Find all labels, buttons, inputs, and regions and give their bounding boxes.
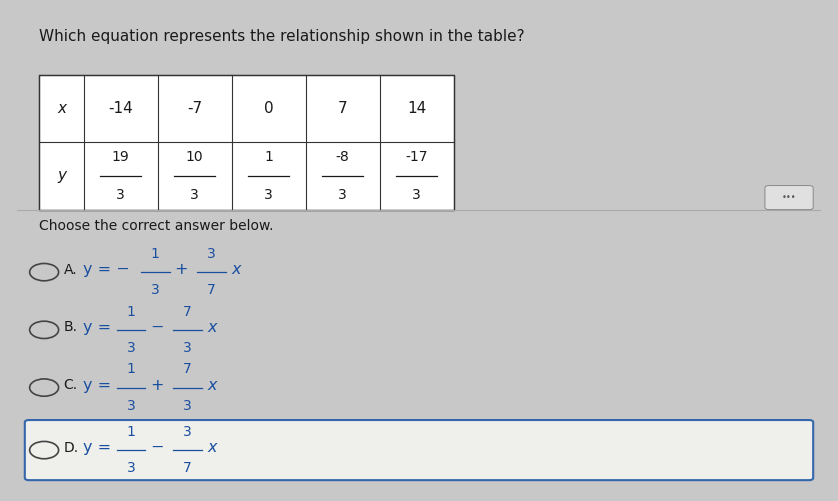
Text: y: y — [57, 168, 66, 183]
Text: +: + — [174, 262, 188, 277]
Text: 3: 3 — [264, 188, 273, 202]
FancyBboxPatch shape — [765, 185, 813, 209]
Text: x: x — [208, 378, 217, 393]
Text: -8: -8 — [336, 150, 349, 164]
Text: −: − — [150, 440, 163, 455]
Text: x: x — [231, 262, 241, 277]
Text: y =: y = — [83, 440, 111, 455]
Text: A.: A. — [64, 263, 77, 277]
Text: 19: 19 — [111, 150, 129, 164]
Text: -14: -14 — [108, 101, 133, 116]
Text: 3: 3 — [183, 399, 192, 413]
FancyBboxPatch shape — [25, 420, 813, 480]
Text: 3: 3 — [127, 341, 136, 355]
Text: y = −: y = − — [83, 262, 129, 277]
Text: 1: 1 — [264, 150, 273, 164]
Text: -17: -17 — [406, 150, 428, 164]
Text: x: x — [208, 320, 217, 335]
Text: 3: 3 — [151, 284, 159, 298]
Text: B.: B. — [64, 321, 77, 335]
Text: Choose the correct answer below.: Choose the correct answer below. — [39, 219, 274, 233]
Text: 7: 7 — [183, 461, 192, 475]
Text: C.: C. — [64, 378, 78, 392]
Text: 1: 1 — [127, 305, 136, 319]
Text: y =: y = — [83, 320, 111, 335]
Text: 3: 3 — [190, 188, 199, 202]
Text: Which equation represents the relationship shown in the table?: Which equation represents the relationsh… — [39, 29, 525, 44]
Text: 14: 14 — [407, 101, 427, 116]
Text: 3: 3 — [183, 425, 192, 439]
Text: 3: 3 — [127, 461, 136, 475]
Text: 10: 10 — [186, 150, 204, 164]
Text: +: + — [150, 378, 163, 393]
Text: 3: 3 — [207, 247, 216, 261]
Text: 3: 3 — [183, 341, 192, 355]
Text: D.: D. — [64, 441, 79, 455]
Bar — [39, 75, 453, 209]
Text: 3: 3 — [116, 188, 125, 202]
Text: 1: 1 — [151, 247, 159, 261]
Text: 7: 7 — [207, 284, 216, 298]
Text: 7: 7 — [183, 305, 192, 319]
Text: x: x — [208, 440, 217, 455]
Text: x: x — [57, 101, 66, 116]
Text: -7: -7 — [187, 101, 202, 116]
Text: 0: 0 — [264, 101, 273, 116]
Text: 1: 1 — [127, 425, 136, 439]
Text: 3: 3 — [127, 399, 136, 413]
Text: 3: 3 — [412, 188, 421, 202]
Text: 1: 1 — [127, 362, 136, 376]
Text: −: − — [150, 320, 163, 335]
Text: y =: y = — [83, 378, 111, 393]
Text: •••: ••• — [782, 193, 796, 202]
Text: 7: 7 — [183, 362, 192, 376]
Text: 3: 3 — [339, 188, 347, 202]
Text: 7: 7 — [338, 101, 348, 116]
